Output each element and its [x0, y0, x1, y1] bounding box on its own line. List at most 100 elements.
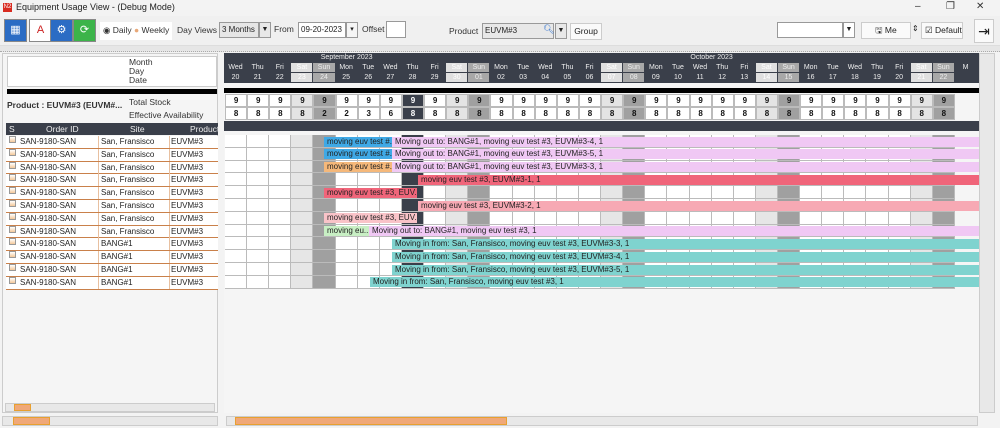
v-scrollbar[interactable] [979, 53, 995, 413]
usage-bar[interactable]: moving euv test #3, EUVM#3-2, 1 [418, 200, 980, 211]
date-header[interactable]: 01 [468, 73, 490, 82]
date-header[interactable]: 03 [512, 73, 534, 82]
date-header[interactable]: 11 [689, 73, 711, 82]
usage-bar[interactable]: Moving out to: BANG#1, moving euv test #… [392, 136, 980, 147]
refresh-icon[interactable]: ⟳ [73, 19, 96, 42]
usage-bar[interactable]: moving euv test #3, EUVM#3-1, 1 [418, 174, 980, 185]
minimize-button[interactable]: – [915, 1, 921, 12]
row-checkbox[interactable] [9, 200, 16, 207]
table-row[interactable]: SAN-9180-SAN San, Fransisco EUVM#3 [6, 225, 218, 239]
table-row[interactable]: SAN-9180-SAN San, Fransisco EUVM#3 [6, 200, 218, 213]
date-header[interactable]: 10 [667, 73, 689, 82]
sort-icon[interactable]: ⇕ [912, 24, 919, 33]
date-header[interactable]: 14 [755, 73, 777, 82]
col-order-id[interactable]: Order ID [46, 124, 79, 134]
usage-bar[interactable]: Moving in from: San, Fransisco, moving e… [370, 277, 980, 288]
calendar-dropdown-icon[interactable]: ▾ [346, 22, 358, 38]
date-header[interactable]: 02 [490, 73, 512, 82]
date-header[interactable]: 20 [225, 73, 247, 82]
calendar-grid-icon[interactable]: ▦ [4, 19, 27, 42]
restore-button[interactable]: ❐ [946, 1, 955, 12]
date-header[interactable]: 21 [247, 73, 269, 82]
product-input[interactable]: EUVM#3 [482, 23, 554, 39]
row-checkbox[interactable] [9, 264, 16, 271]
date-header[interactable]: 22 [932, 73, 954, 82]
row-checkbox[interactable] [9, 136, 16, 143]
date-header[interactable]: 19 [866, 73, 888, 82]
usage-bar[interactable]: Moving in from: San, Fransisco, moving e… [392, 264, 980, 275]
usage-bar[interactable]: moving eu... [324, 226, 369, 237]
row-checkbox[interactable] [9, 148, 16, 156]
group-button[interactable]: Group [570, 23, 602, 40]
left-scroll-thumb[interactable] [14, 404, 31, 411]
table-row[interactable]: SAN-9180-SAN San, Fransisco EUVM#3 [6, 212, 218, 226]
date-header[interactable]: 04 [534, 73, 556, 82]
day-views-select[interactable]: 3 Months [219, 22, 259, 38]
row-checkbox[interactable] [9, 276, 16, 284]
right-scroll-thumb[interactable] [235, 417, 507, 425]
date-header[interactable]: 21 [910, 73, 932, 82]
left-scroll-thumb[interactable] [13, 417, 50, 425]
col-product[interactable]: Product [190, 124, 220, 134]
usage-bar[interactable]: moving euv test #3, EUV... [324, 213, 417, 224]
right-h-scrollbar[interactable] [226, 416, 978, 426]
date-header[interactable]: 08 [623, 73, 645, 82]
row-checkbox[interactable] [9, 212, 16, 220]
table-row[interactable]: SAN-9180-SAN BANG#1 EUVM#3 [6, 264, 218, 277]
table-row[interactable]: SAN-9180-SAN San, Fransisco EUVM#3 [6, 136, 218, 149]
date-header[interactable]: 26 [357, 73, 379, 82]
table-row[interactable]: SAN-9180-SAN San, Fransisco EUVM#3 [6, 187, 218, 200]
date-header[interactable]: 06 [578, 73, 601, 82]
date-header[interactable]: 15 [778, 73, 800, 82]
preset-select[interactable] [777, 22, 843, 38]
save-me-button[interactable]: 🖫 Me [861, 22, 911, 39]
col-s[interactable]: S [9, 124, 15, 134]
table-row[interactable]: SAN-9180-SAN BANG#1 EUVM#3 [6, 251, 218, 264]
table-row[interactable]: SAN-9180-SAN San, Fransisco EUVM#3 [6, 148, 218, 162]
row-checkbox[interactable] [9, 225, 16, 233]
usage-bar[interactable]: Moving in from: San, Fransisco, moving e… [392, 251, 980, 262]
table-row[interactable]: SAN-9180-SAN San, Fransisco EUVM#3 [6, 161, 218, 175]
date-header[interactable]: 07 [601, 73, 623, 82]
row-checkbox[interactable] [9, 174, 16, 182]
date-header[interactable]: 16 [800, 73, 822, 82]
usage-bar[interactable]: moving euv test #3, EUV... [324, 187, 417, 198]
usage-bar[interactable]: moving euv test #... [324, 149, 392, 160]
from-date-input[interactable]: 09-20-2023 [298, 22, 346, 38]
chevron-down-icon[interactable]: ▼ [843, 22, 855, 38]
date-header[interactable]: 30 [446, 73, 468, 82]
date-header[interactable]: 18 [844, 73, 866, 82]
settings-money-icon[interactable]: ⚙ [50, 19, 73, 42]
usage-bar[interactable]: moving euv test #... [324, 136, 392, 147]
row-checkbox[interactable] [9, 238, 16, 246]
date-header[interactable]: 24 [313, 73, 335, 82]
table-row[interactable]: SAN-9180-SAN BANG#1 EUVM#3 [6, 238, 218, 252]
date-header[interactable]: 29 [424, 73, 446, 82]
left-h-scrollbar[interactable] [5, 403, 215, 412]
radio-weekly[interactable]: ● Weekly [134, 25, 170, 35]
search-icon[interactable]: 🔍︎ [543, 24, 555, 34]
splitter[interactable] [0, 46, 1000, 52]
date-header[interactable]: 25 [335, 73, 357, 82]
usage-bar[interactable]: Moving out to: BANG#1, moving euv test #… [392, 162, 980, 173]
left-h-scrollbar[interactable] [2, 416, 218, 426]
date-header[interactable]: 27 [379, 73, 401, 82]
default-checkbox[interactable]: ☑ Default [921, 22, 963, 39]
row-checkbox[interactable] [9, 187, 16, 195]
date-header[interactable]: 22 [269, 73, 291, 82]
presentation-icon[interactable]: A [29, 19, 52, 42]
row-checkbox[interactable] [9, 251, 16, 259]
table-row[interactable]: SAN-9180-SAN San, Fransisco EUVM#3 [6, 174, 218, 188]
date-header[interactable]: 23 [291, 73, 313, 82]
radio-daily[interactable]: ◉ Daily [103, 25, 132, 35]
table-row[interactable]: SAN-9180-SAN BANG#1 EUVM#3 [6, 276, 218, 290]
chevron-down-icon[interactable]: ▼ [259, 22, 271, 38]
usage-bar[interactable]: Moving out to: BANG#1, moving euv test #… [392, 149, 980, 160]
date-header[interactable]: 17 [822, 73, 844, 82]
date-header[interactable]: 13 [733, 73, 755, 82]
usage-bar[interactable]: Moving in from: San, Fransisco, moving e… [392, 238, 980, 249]
exit-icon[interactable]: ⇥ [974, 19, 994, 43]
offset-input[interactable] [386, 21, 406, 38]
usage-bar[interactable]: Moving out to: BANG#1, moving euv test #… [369, 226, 980, 237]
date-header[interactable]: 28 [401, 73, 424, 82]
